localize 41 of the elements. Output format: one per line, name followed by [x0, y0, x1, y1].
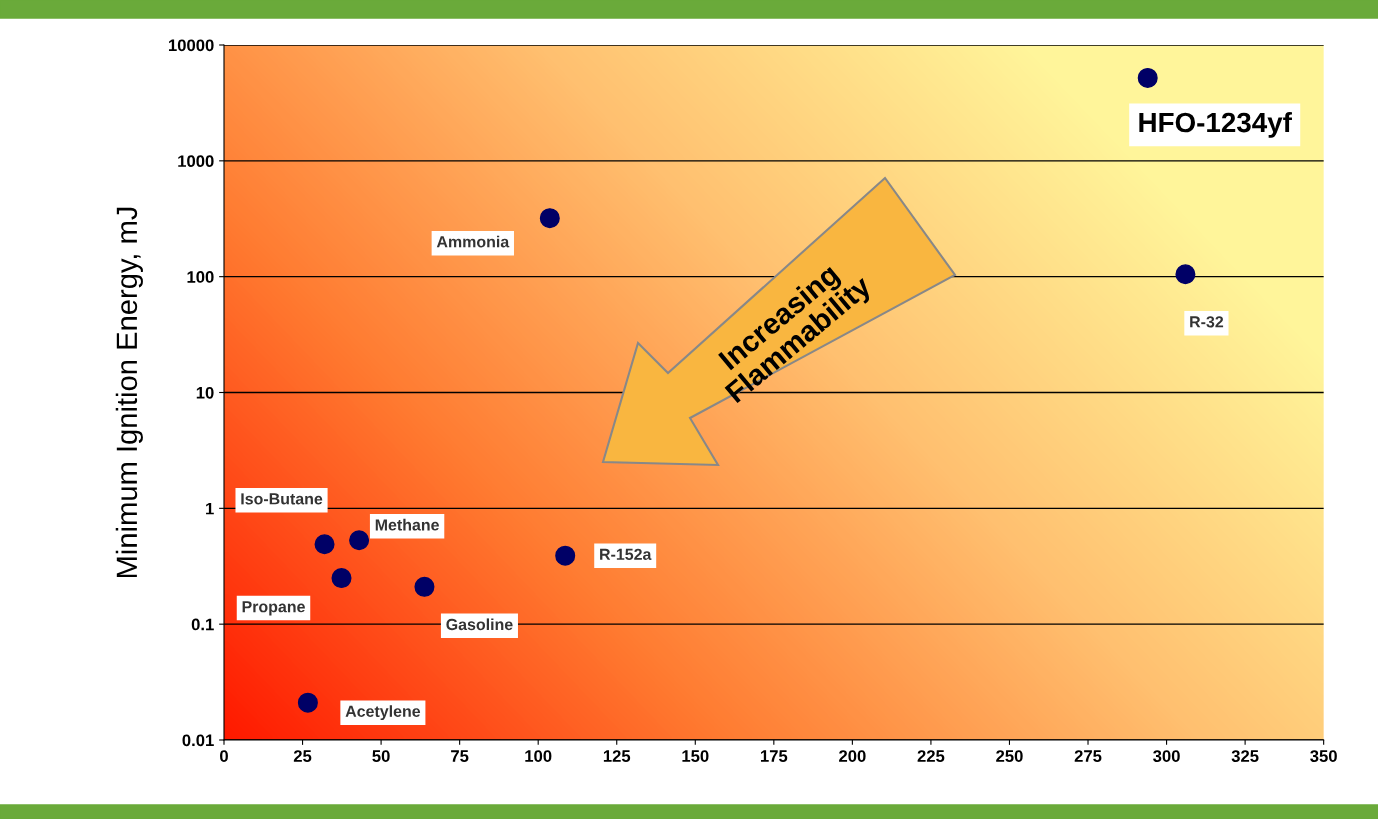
point [1175, 264, 1196, 285]
x-tick-label: 25 [293, 750, 312, 762]
x-tick-label: 225 [917, 750, 945, 762]
point [314, 534, 335, 555]
y-tick-label: 1000 [178, 155, 214, 168]
x-tick-label: 175 [760, 750, 788, 762]
x-tick-label: 325 [1231, 750, 1259, 762]
x-tick-label: 125 [603, 750, 631, 762]
annotation: Acetylene [345, 705, 421, 721]
annotation: Propane [242, 601, 305, 616]
x-tick-label: 300 [1153, 750, 1180, 762]
point [414, 576, 435, 597]
point [349, 530, 370, 551]
y-tick-label: 0.01 [182, 734, 214, 747]
point [555, 545, 576, 566]
annotation: R-32 [1190, 316, 1224, 328]
annotation: Iso-Butane [241, 493, 323, 505]
x-tick-label: 75 [451, 750, 469, 762]
x-tick-label: 275 [1074, 750, 1102, 762]
y-tick-label: 10000 [168, 39, 214, 52]
x-tick-label: 150 [682, 750, 709, 762]
annotation: Gasoline [446, 618, 513, 631]
x-tick-label: 350 [1310, 750, 1337, 762]
y-tick-label: 10 [196, 386, 214, 399]
x-tick-label: 250 [996, 750, 1023, 762]
annotation: Methane [375, 518, 439, 531]
point [297, 692, 318, 713]
y-tick-label: 100 [187, 271, 214, 283]
y-axis-title: Minimum Ignition Energy, mJ [115, 207, 143, 578]
x-tick-label: 100 [525, 750, 552, 762]
point [1137, 67, 1158, 88]
x-tick-label: 0 [220, 750, 228, 762]
y-tick-label: 1 [206, 502, 214, 515]
point [331, 568, 352, 589]
point [539, 208, 560, 229]
annotation: Ammonia [436, 235, 510, 248]
annotation: R-152a [600, 548, 652, 560]
x-tick-label: 50 [372, 750, 390, 762]
x-tick-label: 200 [839, 750, 866, 762]
y-tick-label: 0.1 [191, 618, 214, 631]
annotation: HFO-1234yf [1139, 111, 1292, 138]
